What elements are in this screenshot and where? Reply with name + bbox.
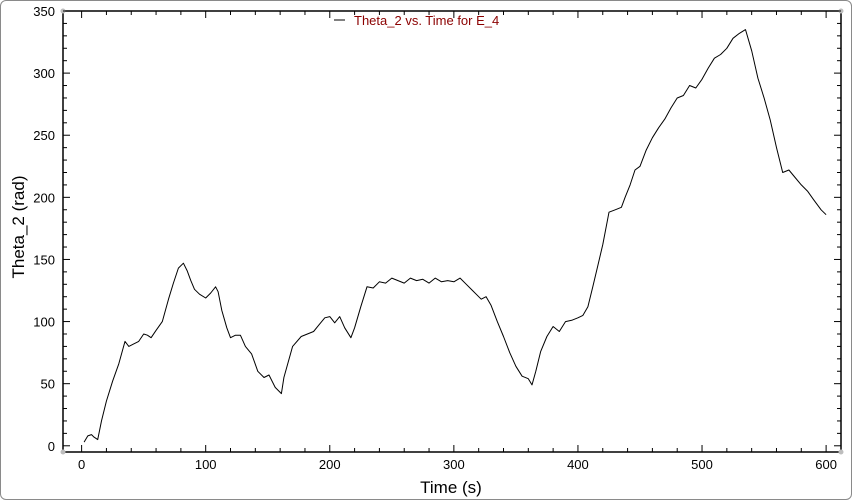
x-axis-title: Time (s) [420,478,482,497]
y-tick-label: 50 [41,377,55,392]
x-tick-label: 600 [815,457,837,472]
y-tick-label: 300 [33,66,55,81]
y-tick-label: 350 [33,4,55,19]
y-tick-label: 200 [33,190,55,205]
legend-label: Theta_2 vs. Time for E_4 [354,13,499,28]
x-tick-label: 0 [78,457,85,472]
frame-corner-marker [838,449,844,455]
ticks: 0 100 200 300 400 500 600 0 50 100 150 200 250 300 350 [33,4,841,472]
plot-frame [62,10,842,453]
frame-corner-marker [60,449,66,455]
axes [60,8,844,455]
x-tick-label: 100 [195,457,217,472]
y-axis-title: Theta_2 (rad) [9,176,28,279]
x-tick-label: 400 [567,457,589,472]
x-tick-label: 200 [319,457,341,472]
x-tick-label: 500 [691,457,713,472]
series-line [83,29,827,443]
x-tick-label: 300 [443,457,465,472]
series-layer [83,29,827,443]
y-tick-label: 150 [33,252,55,267]
y-tick-label: 0 [48,439,55,454]
y-tick-label: 250 [33,128,55,143]
y-tick-label: 100 [33,315,55,330]
legend: Theta_2 vs. Time for E_4 [334,13,499,28]
